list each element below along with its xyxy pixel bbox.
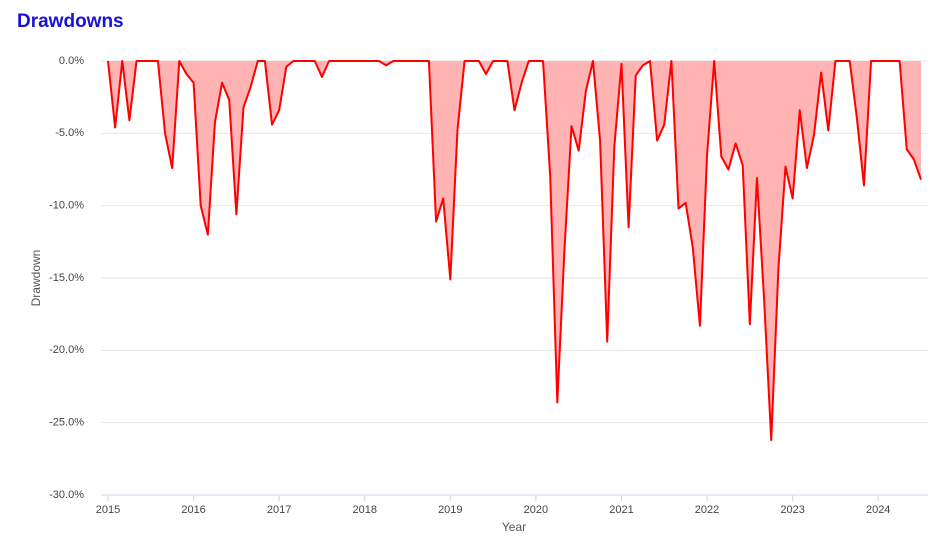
x-tick-label: 2018	[352, 504, 376, 516]
x-tick-label: 2015	[96, 504, 120, 516]
x-tick-label: 2022	[695, 504, 719, 516]
x-tick-label: 2023	[780, 504, 804, 516]
y-tick-label: -15.0%	[49, 272, 84, 284]
chart-title: Drawdowns	[17, 11, 124, 32]
line	[107, 60, 922, 442]
x-tick-label: 2020	[524, 504, 548, 516]
x-tick-label: 2024	[866, 504, 890, 516]
x-tick-label: 2016	[181, 504, 205, 516]
x-tick-label: 2017	[267, 504, 291, 516]
x-tick-label: 2021	[609, 504, 633, 516]
y-tick-label: -10.0%	[49, 200, 84, 212]
x-axis-title: Year	[502, 520, 526, 534]
y-tick-label: 0.0%	[59, 55, 84, 67]
y-axis-title: Drawdown	[29, 250, 43, 307]
y-tick-label: -25.0%	[49, 417, 84, 429]
y-tick-label: -20.0%	[49, 344, 84, 356]
x-tick-label: 2019	[438, 504, 462, 516]
y-tick-label: -5.0%	[55, 127, 84, 139]
y-tick-label: -30.0%	[49, 489, 84, 501]
